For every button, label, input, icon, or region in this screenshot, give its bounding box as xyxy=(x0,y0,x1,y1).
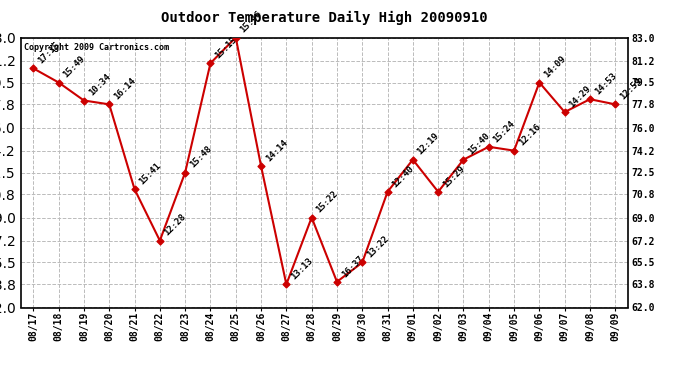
Text: 15:49: 15:49 xyxy=(61,54,87,80)
Text: 12:40: 12:40 xyxy=(391,164,415,189)
Text: 12:59: 12:59 xyxy=(618,76,643,102)
Point xyxy=(255,163,266,169)
Text: 15:48: 15:48 xyxy=(188,144,213,170)
Text: 15:40: 15:40 xyxy=(466,132,491,157)
Point xyxy=(433,189,444,195)
Point xyxy=(104,101,115,107)
Text: 12:19: 12:19 xyxy=(415,132,441,157)
Point xyxy=(382,189,393,195)
Text: 14:09: 14:09 xyxy=(542,54,567,80)
Text: 13:13: 13:13 xyxy=(289,256,315,282)
Text: 15:46: 15:46 xyxy=(239,9,264,35)
Point xyxy=(306,214,317,220)
Point xyxy=(281,281,292,287)
Point xyxy=(230,34,241,40)
Text: 10:34: 10:34 xyxy=(87,72,112,98)
Point xyxy=(79,98,90,104)
Text: 15:29: 15:29 xyxy=(441,164,466,189)
Text: 12:16: 12:16 xyxy=(517,123,542,148)
Point xyxy=(179,170,190,176)
Point xyxy=(407,157,418,163)
Text: 15:24: 15:24 xyxy=(491,118,517,144)
Point xyxy=(155,238,166,244)
Point xyxy=(129,186,140,192)
Text: 14:53: 14:53 xyxy=(593,71,618,96)
Point xyxy=(559,109,570,115)
Text: 12:28: 12:28 xyxy=(163,213,188,238)
Text: 14:14: 14:14 xyxy=(264,138,289,163)
Point xyxy=(331,279,342,285)
Text: 15:22: 15:22 xyxy=(315,189,339,215)
Text: 15:15: 15:15 xyxy=(213,35,239,60)
Point xyxy=(584,96,595,102)
Point xyxy=(28,65,39,71)
Text: Copyright 2009 Cartronics.com: Copyright 2009 Cartronics.com xyxy=(23,43,169,52)
Text: 14:29: 14:29 xyxy=(567,84,593,109)
Point xyxy=(534,80,545,86)
Text: 16:37: 16:37 xyxy=(339,254,365,279)
Point xyxy=(483,144,494,150)
Text: 17:15: 17:15 xyxy=(36,40,61,66)
Point xyxy=(458,157,469,163)
Point xyxy=(53,80,64,86)
Point xyxy=(610,101,621,107)
Text: 15:41: 15:41 xyxy=(137,161,163,186)
Point xyxy=(509,148,520,154)
Text: Outdoor Temperature Daily High 20090910: Outdoor Temperature Daily High 20090910 xyxy=(161,11,488,26)
Point xyxy=(205,60,216,66)
Text: 16:14: 16:14 xyxy=(112,76,137,102)
Text: 13:22: 13:22 xyxy=(365,234,391,260)
Point xyxy=(357,260,368,266)
